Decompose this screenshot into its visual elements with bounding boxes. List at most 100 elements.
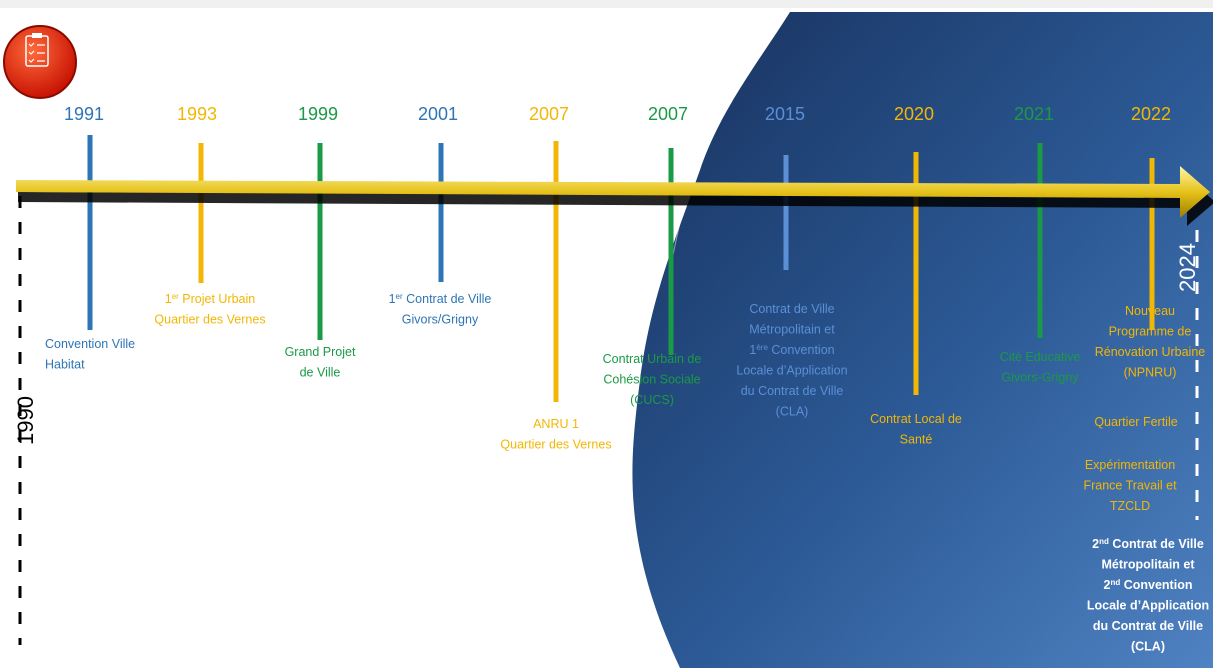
label-text: (NPNRU) (1124, 366, 1177, 380)
event-label: Habitat (45, 358, 85, 372)
label-text: Quartier Fertile (1094, 415, 1177, 429)
label-text: Locale d’Application (1087, 599, 1209, 613)
event-year: 2022 (1131, 104, 1171, 124)
label-text: Contrat Local de (870, 412, 962, 426)
event-label: 1er Projet Urbain (165, 292, 256, 307)
label-text: Programme de (1109, 325, 1192, 339)
label-text: (CLA) (1131, 640, 1165, 654)
label-text: 2 (1104, 578, 1111, 592)
event-label: (NPNRU) (1124, 366, 1177, 380)
event-label: France Travail et (1083, 479, 1177, 493)
event-label: (CLA) (776, 405, 809, 419)
event-year: 2021 (1014, 104, 1054, 124)
label-text: Locale d’Application (736, 364, 847, 378)
start-year: 1990 (13, 396, 38, 445)
event-year: 1991 (64, 104, 104, 124)
label-text: Contrat de Ville (749, 302, 834, 316)
event-label: ANRU 1 (533, 417, 579, 431)
event-label: Programme de (1109, 325, 1192, 339)
event-label: Santé (900, 433, 933, 447)
event-bar (913, 152, 919, 395)
label-text: Nouveau (1125, 304, 1175, 318)
label-text: Expérimentation (1085, 458, 1175, 472)
label-text: France Travail et (1083, 479, 1177, 493)
event-label: Locale d’Application (736, 364, 847, 378)
event-bar (668, 148, 674, 355)
label-text: Convention (768, 343, 835, 357)
event-label: de Ville (300, 366, 341, 380)
event-label: Nouveau (1125, 304, 1175, 318)
top-bar (0, 0, 1213, 8)
label-text: Projet Urbain (179, 292, 255, 306)
event-label: (CLA) (1131, 640, 1165, 654)
label-text: Convention (1120, 578, 1192, 592)
label-text: Contrat de Ville (1109, 537, 1204, 551)
event-label: Givors-Grigny (1001, 371, 1079, 385)
event-bars (87, 135, 1155, 402)
event-label: 1ère Convention (749, 343, 834, 358)
label-text: (CLA) (776, 405, 809, 419)
event-label: du Contrat de Ville (741, 384, 844, 398)
event-label: Quartier Fertile (1094, 415, 1177, 429)
event-label: TZCLD (1110, 499, 1150, 513)
label-text: Grand Projet (285, 345, 356, 359)
event-label: Quartier des Vernes (500, 438, 611, 452)
label-text: Habitat (45, 358, 85, 372)
event-bar (783, 155, 789, 270)
event-bar (553, 141, 559, 402)
event-year: 1993 (177, 104, 217, 124)
event-label: Convention Ville (45, 337, 135, 351)
label-text: Métropolitain et (749, 323, 835, 337)
label-text: Givors-Grigny (1001, 371, 1079, 385)
icon (3, 25, 77, 99)
event-label: Grand Projet (285, 345, 356, 359)
event-bar (317, 143, 323, 340)
event-label: Contrat Urbain de (603, 352, 702, 366)
label-text: ANRU 1 (533, 417, 579, 431)
label-text: de Ville (300, 366, 341, 380)
label-text: Métropolitain et (1101, 558, 1195, 572)
label-text: 1 (165, 292, 172, 306)
label-superscript: er (396, 292, 403, 301)
event-label: Contrat de Ville (749, 302, 834, 316)
label-text: 2 (1092, 537, 1099, 551)
label-text: Quartier des Vernes (500, 438, 611, 452)
event-label: Locale d’Application (1087, 599, 1209, 613)
event-bar (1037, 143, 1043, 338)
event-bar (87, 135, 93, 330)
label-text: Givors/Grigny (402, 313, 479, 327)
label-text: du Contrat de Ville (741, 384, 844, 398)
event-label: du Contrat de Ville (1093, 619, 1203, 633)
label-text: 1 (389, 292, 396, 306)
label-text: (CUCS) (630, 393, 674, 407)
label-superscript: ère (756, 343, 768, 352)
event-label: Quartier des Vernes (154, 313, 265, 327)
label-text: Contrat Urbain de (603, 352, 702, 366)
event-label: Contrat Local de (870, 412, 962, 426)
event-year: 2001 (418, 104, 458, 124)
event-year: 2007 (648, 104, 688, 124)
event-label: Expérimentation (1085, 458, 1175, 472)
label-text: Rénovation Urbaine (1095, 345, 1206, 359)
label-text: Quartier des Vernes (154, 313, 265, 327)
label-superscript: nd (1099, 537, 1109, 546)
event-label: Métropolitain et (749, 323, 835, 337)
label-superscript: nd (1110, 578, 1120, 587)
event-bar (198, 143, 204, 283)
event-label: (CUCS) (630, 393, 674, 407)
label-text: du Contrat de Ville (1093, 619, 1203, 633)
event-label: Cité Educative (1000, 350, 1081, 364)
event-year: 2007 (529, 104, 569, 124)
background-shape (632, 12, 1213, 668)
event-year: 2020 (894, 104, 934, 124)
event-year: 2015 (765, 104, 805, 124)
event-label: 1er Contrat de Ville (389, 292, 492, 307)
label-text: Cohésion Sociale (603, 373, 700, 387)
label-text: Santé (900, 433, 933, 447)
label-text: TZCLD (1110, 499, 1150, 513)
event-label: 2nd Convention (1104, 578, 1193, 593)
label-text: Contrat de Ville (403, 292, 492, 306)
event-label: Givors/Grigny (402, 313, 479, 327)
